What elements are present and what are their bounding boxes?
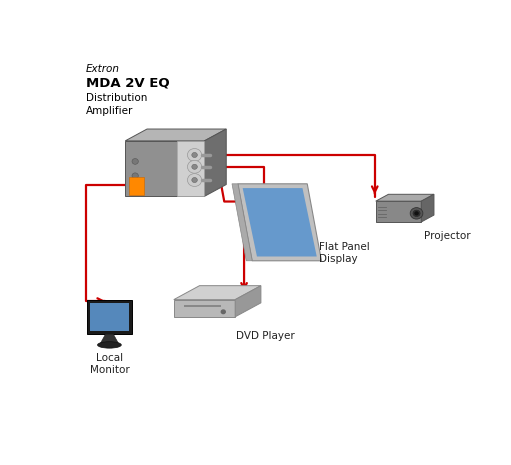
Ellipse shape <box>98 342 121 348</box>
Polygon shape <box>100 334 120 345</box>
Text: Amplifier: Amplifier <box>86 106 133 116</box>
Bar <box>129 177 144 194</box>
Polygon shape <box>174 286 261 299</box>
Circle shape <box>221 310 225 313</box>
Circle shape <box>188 173 202 186</box>
Bar <box>174 299 235 317</box>
Circle shape <box>410 207 423 219</box>
Polygon shape <box>204 129 226 196</box>
Polygon shape <box>421 194 434 222</box>
Bar <box>376 201 421 222</box>
Bar <box>177 141 204 196</box>
Circle shape <box>415 212 418 215</box>
Circle shape <box>192 153 197 158</box>
Text: MDA 2V EQ: MDA 2V EQ <box>86 77 169 90</box>
Circle shape <box>192 178 197 183</box>
Bar <box>125 141 204 196</box>
Circle shape <box>188 148 202 161</box>
Polygon shape <box>376 194 434 201</box>
Polygon shape <box>243 188 317 257</box>
Bar <box>90 303 129 332</box>
Polygon shape <box>125 129 226 141</box>
Circle shape <box>192 164 197 169</box>
Bar <box>87 300 132 334</box>
Circle shape <box>192 159 198 164</box>
Polygon shape <box>238 184 321 261</box>
Polygon shape <box>232 184 252 261</box>
Bar <box>183 305 221 307</box>
Text: DVD Player: DVD Player <box>236 332 295 341</box>
Text: Flat Panel
Display: Flat Panel Display <box>319 242 370 265</box>
Circle shape <box>192 173 198 179</box>
Text: Local
Monitor: Local Monitor <box>89 353 129 375</box>
Circle shape <box>132 159 138 164</box>
Text: Extron: Extron <box>86 64 120 73</box>
Text: Distribution: Distribution <box>86 93 147 103</box>
Text: Projector: Projector <box>424 231 471 241</box>
Circle shape <box>132 173 138 179</box>
Circle shape <box>413 210 420 217</box>
Polygon shape <box>235 286 261 317</box>
Circle shape <box>188 160 202 173</box>
